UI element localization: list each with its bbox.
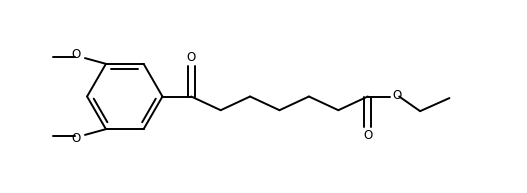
Text: O: O <box>72 48 81 61</box>
Text: O: O <box>363 129 373 142</box>
Text: O: O <box>187 51 196 64</box>
Text: O: O <box>393 89 402 102</box>
Text: O: O <box>72 132 81 145</box>
